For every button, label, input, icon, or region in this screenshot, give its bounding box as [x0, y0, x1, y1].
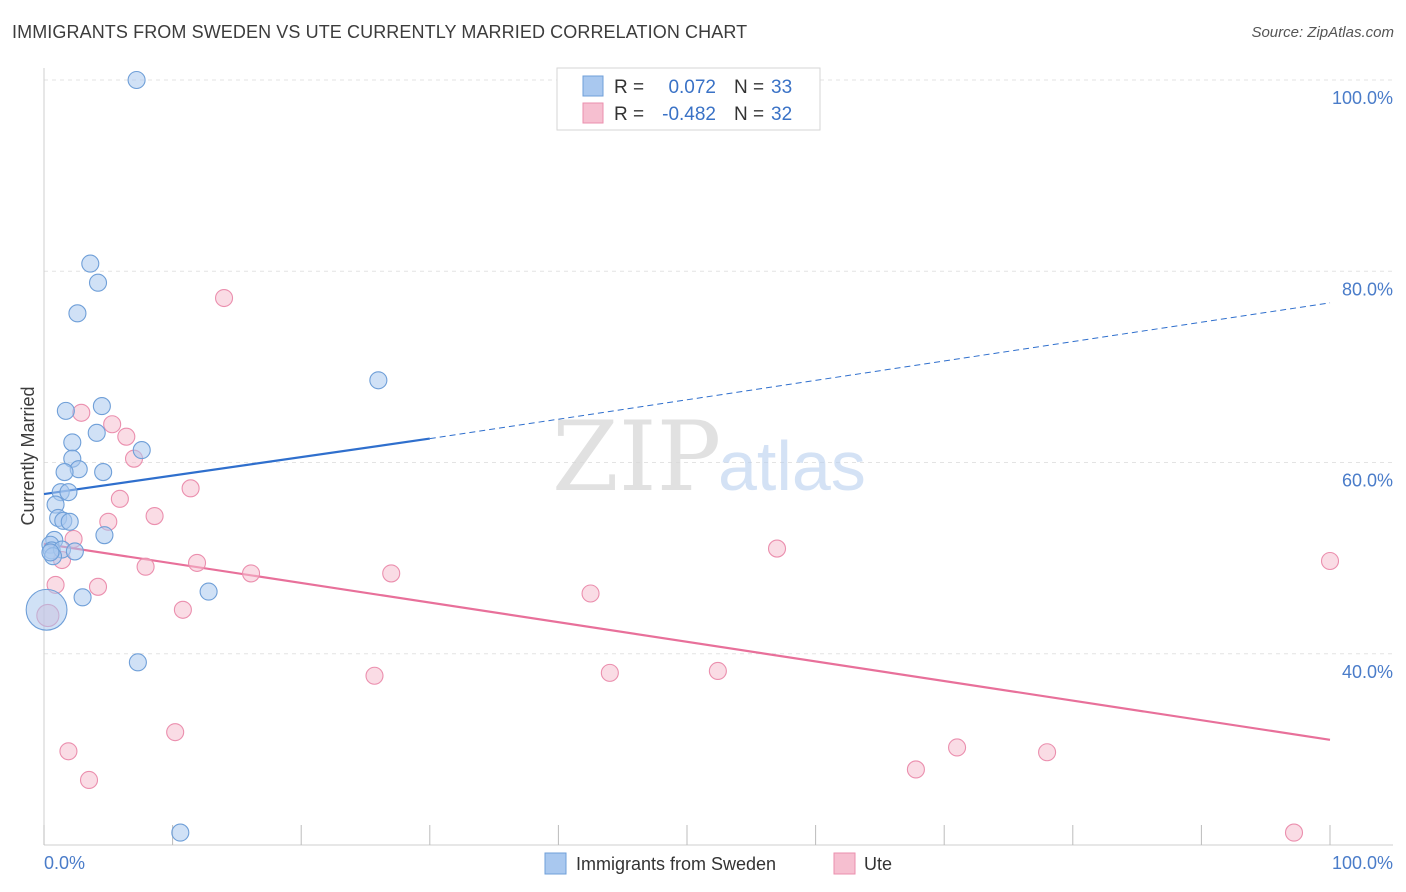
y-tick-labels: 40.0% 60.0% 80.0% 100.0% [1332, 88, 1393, 682]
legend-r-label-1: R = [614, 104, 644, 125]
point-ute [1320, 551, 1340, 571]
point-ute [1038, 743, 1057, 762]
point-ute [72, 403, 91, 422]
legend-swatch-pink [582, 102, 604, 124]
series-legend-label-ute: Ute [864, 854, 892, 874]
point-ute [136, 557, 155, 576]
point-ute [88, 577, 108, 596]
legend-r-value-0: 0.072 [668, 77, 716, 98]
point-sweden [171, 823, 190, 842]
point-ute [241, 564, 261, 583]
trend-line-sweden [43, 437, 430, 496]
axes [43, 68, 1393, 846]
data-points [25, 70, 1340, 842]
point-ute [173, 600, 192, 619]
point-ute [600, 663, 619, 682]
trend-lines [43, 302, 1331, 741]
point-ute [708, 661, 727, 681]
point-ute [145, 506, 164, 526]
point-sweden [132, 441, 151, 460]
point-ute [365, 666, 384, 685]
point-sweden [81, 254, 100, 273]
point-ute [1284, 823, 1304, 842]
legend-n-value-0: 33 [771, 77, 792, 98]
point-ute [948, 738, 967, 757]
point-ute [581, 584, 600, 603]
point-sweden [55, 463, 74, 482]
point-sweden [95, 526, 114, 545]
x-tick-label-min: 0.0% [44, 853, 85, 873]
y-tick-label: 60.0% [1342, 471, 1393, 491]
point-ute [214, 288, 234, 308]
point-ute [181, 479, 200, 498]
point-ute [382, 564, 401, 583]
y-tick-label: 80.0% [1342, 279, 1393, 299]
series-legend-swatch-sweden [544, 852, 567, 875]
point-ute [187, 553, 207, 572]
point-sweden [199, 582, 218, 601]
point-ute [906, 760, 925, 779]
point-sweden [87, 423, 106, 442]
point-sweden [92, 397, 111, 416]
legend-n-label-1: N = [734, 104, 764, 125]
chart-source: Source: ZipAtlas.com [1251, 24, 1394, 41]
point-ute [767, 539, 787, 558]
watermark: ZIP atlas [552, 401, 866, 513]
point-sweden [68, 304, 87, 323]
trend-line-sweden-extrapolated [429, 302, 1331, 440]
point-sweden [56, 401, 75, 420]
trend-line-ute [43, 542, 1331, 741]
legend-r-value-1: -0.482 [662, 104, 716, 125]
watermark-zip: ZIP [552, 401, 721, 513]
point-sweden [59, 483, 78, 502]
y-tick-label: 40.0% [1342, 662, 1393, 682]
correlation-legend: R = 0.072 N = 33 R = -0.482 N = 32 [556, 67, 821, 131]
point-sweden [127, 70, 146, 90]
series-legend-swatch-ute [833, 852, 856, 875]
point-sweden [65, 542, 84, 561]
point-sweden [25, 588, 68, 631]
y-tick-label: 100.0% [1332, 88, 1393, 108]
point-sweden [369, 371, 388, 390]
legend-swatch-blue [582, 75, 604, 97]
point-sweden [63, 433, 82, 452]
legend-n-label-0: N = [734, 77, 764, 98]
watermark-atlas: atlas [718, 427, 866, 505]
point-sweden [128, 653, 147, 672]
point-ute [166, 723, 185, 742]
point-ute [59, 742, 78, 761]
point-sweden [60, 512, 79, 531]
chart-title: IMMIGRANTS FROM SWEDEN VS UTE CURRENTLY … [12, 22, 748, 42]
point-ute [79, 770, 99, 790]
series-legend: Immigrants from Sweden Ute [544, 852, 892, 875]
point-sweden [94, 463, 113, 482]
point-ute [110, 489, 129, 508]
point-sweden [88, 273, 108, 292]
series-legend-label-sweden: Immigrants from Sweden [576, 854, 776, 874]
point-ute [117, 427, 136, 446]
x-tick-label-max: 100.0% [1332, 853, 1393, 873]
legend-n-value-1: 32 [771, 104, 792, 125]
point-ute [103, 415, 122, 434]
point-sweden [73, 588, 92, 607]
legend-r-label-0: R = [614, 77, 644, 98]
point-sweden [41, 543, 60, 562]
y-axis-label: Currently Married [18, 386, 38, 525]
